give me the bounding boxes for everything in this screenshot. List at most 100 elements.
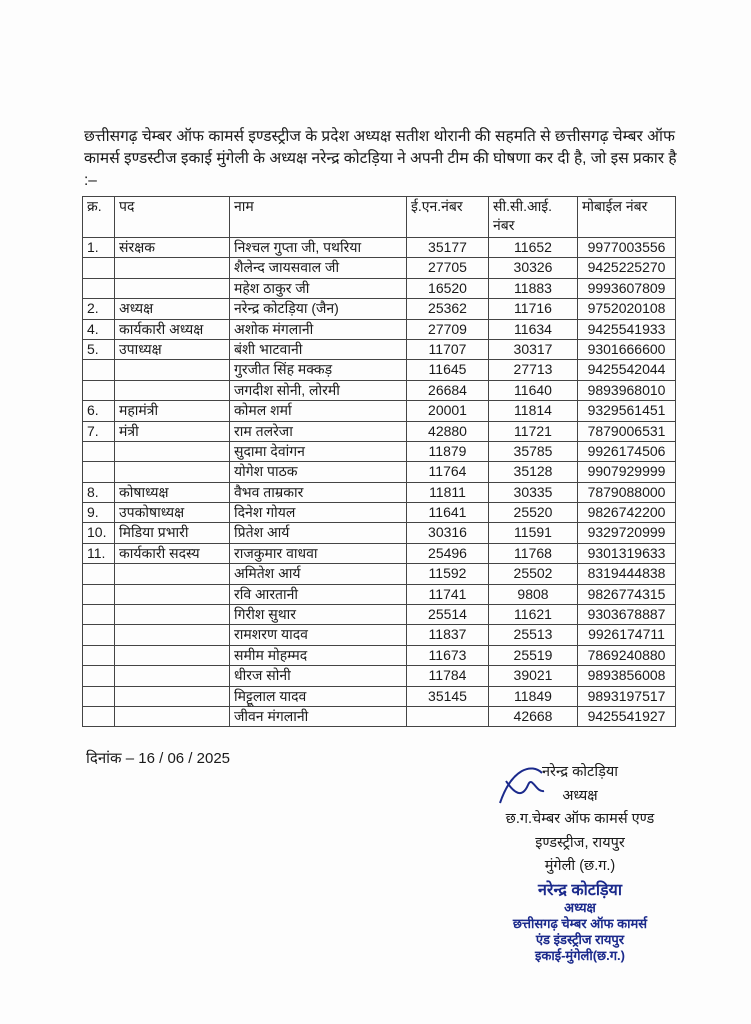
- mobile-cell: 9425541933: [577, 318, 676, 340]
- name-cell: जीवन मंगलानी: [229, 705, 407, 728]
- table-row: शैलेन्द जायसवाल जी 27705 30326 9425225270: [82, 257, 676, 279]
- post-cell: कार्यकारी अध्यक्ष: [114, 318, 230, 340]
- post-cell: [114, 440, 230, 463]
- signatory-location: मुंगेली (छ.ग.): [544, 858, 616, 875]
- mobile-cell: 9893856008: [577, 665, 676, 687]
- cci-number-cell: 30317: [488, 338, 578, 361]
- name-cell: महेश ठाकुर जी: [229, 277, 407, 300]
- name-cell: वैभव ताम्रकार: [229, 481, 407, 504]
- en-number-cell: 42880: [406, 420, 489, 442]
- document-body: छत्तीसगढ़ चेम्बर ऑफ कामर्स इण्डस्ट्रीज क…: [82, 126, 682, 964]
- cci-number-cell: 30326: [488, 257, 578, 279]
- stamp-title: अध्यक्ष: [564, 899, 596, 915]
- name-cell: रवि आरतानी: [229, 583, 407, 606]
- name-cell: प्रितेश आर्य: [229, 522, 407, 544]
- table-row: मिट्टूलाल यादव 35145 11849 9893197517: [82, 685, 676, 707]
- signatory-title: अध्यक्ष: [562, 787, 598, 804]
- intro-paragraph: छत्तीसगढ़ चेम्बर ऑफ कामर्स इण्डस्ट्रीज क…: [84, 128, 677, 189]
- post-cell: [114, 685, 230, 707]
- post-cell: उपकोषाध्यक्ष: [114, 502, 230, 524]
- table-row: 11. कार्यकारी सदस्य राजकुमार वाधवा 25496 117…: [82, 542, 676, 565]
- cci-number-cell: 39021: [488, 665, 578, 687]
- table-row: समीम मोहम्मद 11673 25519 7869240880: [82, 644, 676, 667]
- mobile-cell: 7869240880: [577, 644, 676, 667]
- mobile-cell: 9303678887: [577, 604, 676, 626]
- post-cell: [114, 624, 230, 646]
- en-number-cell: 30316: [406, 522, 489, 544]
- cci-number-cell: 11849: [488, 685, 578, 707]
- serial-cell: 10.: [82, 522, 115, 544]
- name-cell: गुरजीत सिंह मक्कड़: [229, 359, 407, 381]
- stamp-name: नरेन्द्र कोटड़िया: [538, 881, 622, 899]
- en-number-cell: 11673: [406, 644, 489, 667]
- post-cell: अध्यक्ष: [114, 298, 230, 320]
- table-row: महेश ठाकुर जी 16520 11883 9993607809: [82, 277, 676, 300]
- cci-number-cell: 42668: [488, 705, 578, 728]
- mobile-cell: 9977003556: [577, 236, 676, 259]
- en-number-cell: 11741: [406, 583, 489, 606]
- table-row: 6. महामंत्री कोमल शर्मा 20001 11814 932956145…: [82, 400, 676, 422]
- en-number-cell: 11645: [406, 359, 489, 381]
- name-cell: समीम मोहम्मद: [229, 644, 407, 667]
- post-cell: उपाध्यक्ष: [114, 338, 230, 361]
- table-row: 4. कार्यकारी अध्यक्ष अशोक मंगलानी 27709 1163…: [82, 318, 676, 340]
- mobile-cell: 7879006531: [577, 420, 676, 442]
- cci-number-cell: 35128: [488, 461, 578, 483]
- table-row: सुदामा देवांगन 11879 35785 9926174506: [82, 440, 676, 463]
- name-cell: बंशी भाटवानी: [229, 338, 407, 361]
- signatory-name: नरेन्द्र कोटड़िया: [541, 764, 619, 781]
- serial-cell: 2.: [82, 298, 115, 320]
- table-row: गुरजीत सिंह मक्कड़ 11645 27713 9425542044: [82, 359, 676, 381]
- serial-cell: 4.: [82, 318, 115, 340]
- table-row: अमितेश आर्य 11592 25502 8319444838: [82, 563, 676, 585]
- name-cell: अशोक मंगलानी: [229, 318, 407, 340]
- mobile-cell: 9826742200: [577, 502, 676, 524]
- en-number-cell: 27709: [406, 318, 489, 340]
- name-cell: गिरीश सुथार: [229, 604, 407, 626]
- signature-scribble: [499, 767, 545, 804]
- cci-number-cell: 27713: [488, 359, 578, 381]
- table-row: 7. मंत्री राम तलरेजा 42880 11721 7879006531: [82, 420, 676, 442]
- post-cell: [114, 563, 230, 585]
- serial-cell: 8.: [82, 481, 115, 504]
- en-number-cell: 11592: [406, 563, 489, 585]
- en-number-cell: 27705: [406, 257, 489, 279]
- serial-cell: [82, 685, 115, 707]
- en-number-cell: 26684: [406, 379, 489, 402]
- en-number-cell: 25362: [406, 298, 489, 320]
- mobile-cell: 9926174506: [577, 440, 676, 463]
- en-number-cell: 25514: [406, 604, 489, 626]
- en-number-cell: 11707: [406, 338, 489, 361]
- post-cell: [114, 379, 230, 402]
- column-header: सी.सी.आई. नंबर: [488, 196, 578, 238]
- post-cell: [114, 359, 230, 381]
- serial-cell: 11.: [82, 542, 115, 565]
- serial-cell: [82, 604, 115, 626]
- table-row: जगदीश सोनी, लोरमी 26684 11640 9893968010: [82, 379, 676, 402]
- en-number-cell: 11764: [406, 461, 489, 483]
- serial-cell: [82, 257, 115, 279]
- name-cell: मिट्टूलाल यादव: [229, 685, 407, 707]
- cci-number-cell: 11640: [488, 379, 578, 402]
- post-cell: [114, 604, 230, 626]
- mobile-cell: 9993607809: [577, 277, 676, 300]
- cci-number-cell: 9808: [488, 583, 578, 606]
- mobile-cell: 9329720999: [577, 522, 676, 544]
- table-row: रवि आरतानी 11741 9808 9826774315: [82, 583, 676, 606]
- column-header: ई.एन.नंबर: [406, 196, 489, 238]
- column-header: मोबाईल नंबर: [577, 196, 676, 238]
- post-cell: संरक्षक: [114, 236, 230, 259]
- post-cell: [114, 665, 230, 687]
- name-cell: कोमल शर्मा: [229, 400, 407, 422]
- column-header: पद: [114, 196, 230, 238]
- mobile-cell: 8319444838: [577, 563, 676, 585]
- en-number-cell: 16520: [406, 277, 489, 300]
- post-cell: मिडिया प्रभारी: [114, 522, 230, 544]
- date: दिनांक – 16 / 06 / 2025: [86, 750, 231, 768]
- cci-number-cell: 30335: [488, 481, 578, 504]
- post-cell: [114, 644, 230, 667]
- table-row: 2. अध्यक्ष नरेन्द्र कोटड़िया (जैन) 25362 117…: [82, 298, 676, 320]
- post-cell: मंत्री: [114, 420, 230, 442]
- serial-cell: [82, 359, 115, 381]
